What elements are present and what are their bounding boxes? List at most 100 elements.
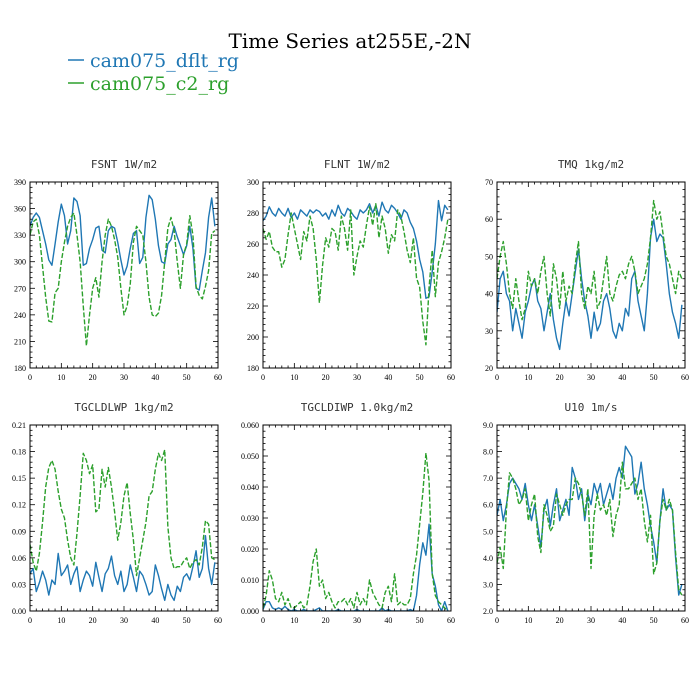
series-line-2 [497, 199, 683, 321]
y-tick-label: 3.0 [483, 580, 493, 589]
y-tick-label: 280 [247, 209, 259, 218]
x-tick-label: 60 [681, 616, 689, 625]
series-line-1 [263, 199, 449, 299]
panel-3: TMQ 1kg/m2 0 10 20 30 40 50 60 20 30 40 50 60 70 [485, 158, 689, 382]
x-tick-label: 0 [495, 616, 499, 625]
series-line-2 [30, 212, 216, 347]
y-tick-label: 60 [485, 215, 493, 224]
y-tick-label: 0.09 [12, 527, 26, 536]
y-tick-label: 5.0 [483, 527, 493, 536]
x-tick-label: 0 [495, 373, 499, 382]
series-line-1 [497, 218, 683, 351]
x-tick-label: 10 [524, 616, 532, 625]
plot-frame [496, 181, 686, 369]
series-line-1 [30, 535, 216, 602]
y-tick-label: 0.050 [241, 452, 259, 461]
x-tick-label: 30 [353, 616, 361, 625]
y-tick-label: 390 [14, 178, 26, 187]
x-tick-label: 50 [416, 373, 424, 382]
y-tick-label: 330 [14, 231, 26, 240]
x-tick-label: 20 [89, 616, 97, 625]
x-tick-label: 0 [261, 616, 265, 625]
x-tick-label: 60 [447, 373, 455, 382]
y-tick-label: 0.00 [12, 607, 26, 616]
x-tick-label: 50 [650, 616, 658, 625]
panels: FSNT 1W/m20 10 20 30 40 50 6018021024027030033… [12, 158, 689, 625]
y-tick-label: 180 [247, 364, 259, 373]
x-tick-label: 0 [28, 616, 32, 625]
panel-2: FLNT 1W/m2 0 10 20 30 40 50 60 180 200 220 240 260 28… [247, 158, 455, 382]
x-tick-label: 20 [89, 373, 97, 382]
series-line-2 [497, 461, 683, 596]
y-tick-label: 220 [247, 302, 259, 311]
x-tick-label: 50 [650, 373, 658, 382]
series-line-1 [263, 523, 449, 611]
x-tick-label: 30 [587, 373, 595, 382]
series-line-2 [263, 452, 449, 611]
y-tick-label: 0.020 [241, 545, 259, 554]
x-tick-label: 10 [290, 616, 298, 625]
y-tick-label: 0.010 [241, 576, 259, 585]
y-tick-label: 6.0 [483, 501, 493, 510]
x-tick-label: 10 [57, 373, 65, 382]
y-tick-label: 240 [14, 311, 26, 320]
panel-title: TMQ 1kg/m2 [558, 158, 624, 171]
panel-title: FLNT 1W/m2 [324, 158, 390, 171]
y-tick-label: 30 [485, 327, 493, 336]
panel-4: TGCLDLWP 1kg/m2 0 10 20 30 40 50 60 0.00 0.03 0.06… [12, 401, 222, 625]
legend-label-1: cam075_dflt_rg [90, 50, 239, 72]
y-tick-label: 50 [485, 252, 493, 261]
x-tick-label: 20 [556, 616, 564, 625]
legend: cam075_dflt_rg cam075_c2_rg [68, 50, 239, 95]
x-tick-label: 50 [416, 616, 424, 625]
y-tick-label: 8.0 [483, 448, 493, 457]
x-tick-label: 50 [183, 373, 191, 382]
x-tick-label: 40 [618, 616, 626, 625]
y-tick-label: 2.0 [483, 607, 493, 616]
y-tick-label: 180 [14, 364, 26, 373]
y-tick-label: 9.0 [483, 421, 493, 430]
plot-frame [29, 424, 219, 612]
series-line-2 [263, 202, 449, 346]
y-tick-label: 0.03 [12, 580, 26, 589]
y-tick-label: 7.0 [483, 474, 493, 483]
x-tick-label: 0 [261, 373, 265, 382]
panel-1: FSNT 1W/m2 0 10 20 30 40 50 60 180 210 240 270 300 33… [14, 158, 222, 382]
y-tick-label: 0.060 [241, 421, 259, 430]
x-tick-label: 10 [57, 616, 65, 625]
y-tick-label: 210 [14, 337, 26, 346]
x-tick-label: 60 [214, 616, 222, 625]
y-tick-label: 0.18 [12, 448, 26, 457]
panel-title: U10 1m/s [565, 401, 618, 414]
y-tick-label: 0.06 [12, 554, 26, 563]
y-tick-label: 0.15 [12, 474, 26, 483]
panel-title: FSNT 1W/m2 [91, 158, 157, 171]
y-tick-label: 300 [14, 258, 26, 267]
x-tick-label: 0 [28, 373, 32, 382]
y-tick-label: 260 [247, 240, 259, 249]
series-line-2 [30, 449, 216, 577]
x-tick-label: 30 [120, 373, 128, 382]
x-tick-label: 20 [322, 373, 330, 382]
x-tick-label: 30 [120, 616, 128, 625]
panel-title: TGCLDLWP 1kg/m2 [74, 401, 173, 414]
y-tick-label: 240 [247, 271, 259, 280]
y-tick-label: 4.0 [483, 554, 493, 563]
y-tick-label: 0.040 [241, 483, 259, 492]
x-tick-label: 30 [353, 373, 361, 382]
x-tick-label: 50 [183, 616, 191, 625]
x-tick-label: 40 [384, 373, 392, 382]
legend-label-2: cam075_c2_rg [90, 73, 229, 95]
x-tick-label: 40 [151, 616, 159, 625]
plot-frame [262, 424, 452, 612]
x-tick-label: 20 [322, 616, 330, 625]
x-tick-label: 60 [214, 373, 222, 382]
panel-title: TGCLDIWP 1.0kg/m2 [301, 401, 414, 414]
y-tick-label: 0.030 [241, 514, 259, 523]
plot-frame [496, 424, 686, 612]
y-tick-label: 200 [247, 333, 259, 342]
x-tick-label: 10 [524, 373, 532, 382]
panel-5: TGCLDIWP 1.0kg/m2 0 10 20 30 40 50 60 0.000 0.010… [241, 401, 455, 625]
x-tick-label: 60 [681, 373, 689, 382]
y-tick-label: 20 [485, 364, 493, 373]
